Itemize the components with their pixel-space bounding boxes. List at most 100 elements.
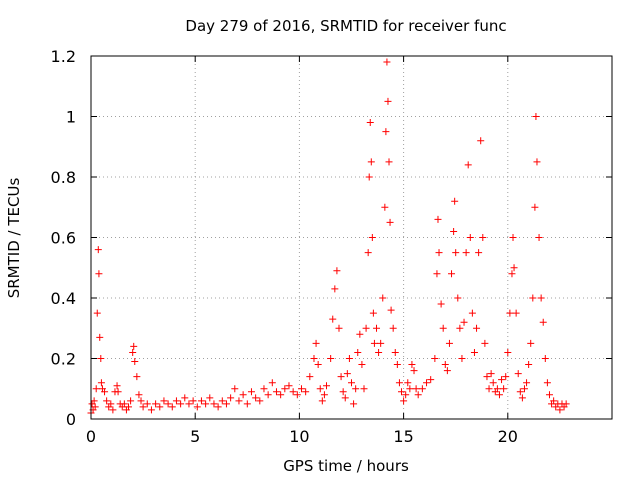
data-point — [418, 385, 426, 393]
data-point — [443, 367, 451, 375]
data-point — [398, 388, 406, 396]
data-point — [247, 388, 255, 396]
data-point — [168, 403, 176, 411]
data-point — [133, 373, 141, 381]
x-tick-label: 0 — [86, 427, 96, 446]
data-point — [435, 249, 443, 257]
data-point — [514, 370, 522, 378]
data-point — [483, 373, 491, 381]
data-point — [96, 333, 104, 341]
data-point — [462, 249, 470, 257]
data-point — [543, 379, 551, 387]
data-point — [114, 388, 122, 396]
data-point — [348, 379, 355, 387]
data-point — [367, 158, 375, 166]
data-point — [331, 285, 339, 293]
data-point — [260, 385, 268, 393]
data-point — [107, 400, 115, 408]
data-point — [523, 379, 531, 387]
x-axis-label: GPS time / hours — [283, 457, 409, 475]
data-point — [393, 361, 401, 369]
y-tick-label: 1.2 — [51, 47, 76, 66]
data-point — [243, 400, 251, 408]
axis-ticks — [90, 55, 612, 420]
data-point — [177, 400, 185, 408]
data-point — [450, 227, 458, 235]
y-tick-label: 1 — [66, 108, 76, 127]
data-point — [377, 339, 385, 347]
data-point — [545, 391, 553, 399]
data-point — [285, 382, 293, 390]
data-point — [352, 385, 360, 393]
data-point — [470, 348, 478, 356]
data-point — [302, 388, 310, 396]
data-point — [297, 385, 305, 393]
data-point — [437, 300, 445, 308]
data-point — [125, 403, 133, 411]
data-point — [431, 355, 439, 362]
data-point — [318, 397, 326, 405]
data-point — [404, 379, 412, 387]
data-point — [135, 391, 143, 399]
data-point — [479, 234, 487, 241]
data-point — [439, 324, 447, 332]
grid — [91, 56, 612, 419]
data-point — [475, 249, 483, 257]
data-point — [368, 234, 376, 241]
data-point — [389, 324, 397, 332]
data-point — [131, 358, 139, 366]
data-point — [185, 400, 193, 408]
data-point — [227, 394, 235, 402]
data-point — [500, 385, 508, 393]
data-point — [562, 400, 570, 408]
data-point — [202, 400, 210, 408]
y-tick-label: 0.4 — [51, 289, 76, 308]
data-point — [550, 397, 558, 405]
data-point — [408, 361, 416, 369]
data-point — [384, 97, 392, 105]
data-point — [487, 370, 495, 378]
x-tick-label: 10 — [289, 427, 309, 446]
data-point — [516, 388, 524, 396]
data-point — [373, 324, 381, 332]
data-point — [160, 397, 168, 405]
data-point — [529, 294, 537, 302]
data-point — [97, 379, 105, 387]
data-point — [458, 355, 466, 362]
data-point — [495, 391, 503, 399]
data-point — [533, 158, 541, 166]
data-point — [252, 394, 260, 402]
data-point — [120, 400, 128, 408]
data-point — [504, 348, 512, 356]
data-point — [518, 394, 526, 402]
data-point — [289, 388, 297, 396]
data-point — [322, 382, 330, 390]
data-point — [502, 373, 510, 381]
data-point — [451, 197, 459, 205]
data-point — [103, 397, 111, 405]
data-point — [366, 119, 374, 127]
data-point — [281, 385, 289, 393]
data-point — [466, 234, 474, 241]
data-point — [379, 294, 387, 302]
data-point — [510, 264, 518, 272]
data-point — [485, 385, 493, 393]
data-point — [356, 330, 364, 338]
data-point — [277, 391, 285, 399]
data-point — [423, 379, 431, 387]
data-point — [508, 270, 516, 278]
data-point — [193, 403, 201, 411]
data-point — [385, 158, 393, 166]
data-point — [520, 385, 528, 393]
data-point — [354, 348, 362, 356]
data-point — [427, 376, 435, 384]
data-point — [214, 403, 222, 411]
data-point — [222, 400, 230, 408]
data-point — [337, 373, 345, 381]
data-point — [197, 397, 205, 405]
data-point — [369, 309, 377, 317]
data-point — [327, 355, 335, 362]
data-point — [264, 391, 272, 399]
data-point — [164, 400, 172, 408]
data-point — [448, 270, 456, 278]
